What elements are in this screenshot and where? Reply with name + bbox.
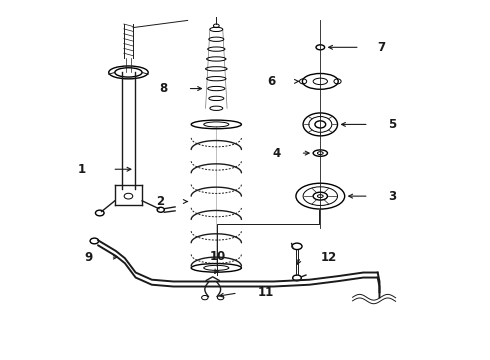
Text: 7: 7 — [378, 41, 386, 54]
Text: 5: 5 — [389, 118, 397, 131]
Text: 12: 12 — [320, 251, 337, 264]
Text: 9: 9 — [84, 251, 93, 264]
Text: 3: 3 — [389, 190, 396, 203]
Text: 2: 2 — [156, 195, 164, 208]
Text: 8: 8 — [160, 82, 168, 95]
Text: 1: 1 — [77, 163, 85, 176]
Text: 6: 6 — [267, 75, 275, 88]
Text: 10: 10 — [210, 250, 226, 263]
Text: 11: 11 — [258, 287, 274, 300]
Text: 4: 4 — [272, 147, 281, 159]
